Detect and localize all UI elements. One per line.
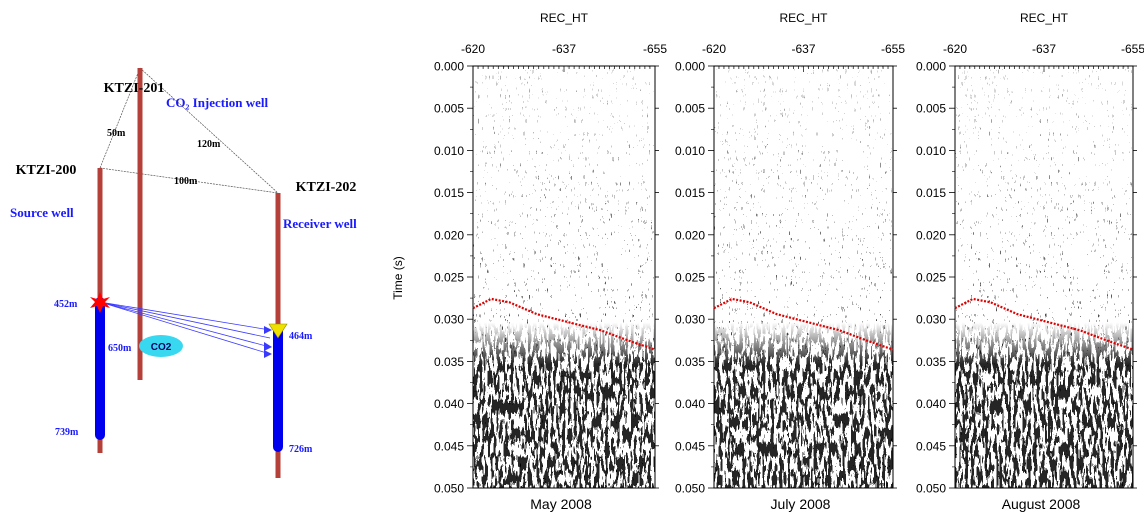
- first-arrival-pick: [472, 297, 656, 351]
- distance-line-201-202: [139, 67, 279, 194]
- y-tick-label: 0.020: [434, 228, 464, 242]
- y-tick-label: 0.025: [434, 271, 464, 285]
- y-tick-label: 0.030: [675, 313, 705, 327]
- y-tick-label: 0.040: [675, 397, 705, 411]
- y-tick-label: 0.005: [434, 102, 464, 116]
- seismic-panels: -620 -637 -655 REC_HT May 2008 0.000 0.005 0.01…: [434, 11, 1144, 512]
- well-name-ktzi-200: KTZI-200: [16, 163, 77, 178]
- y-tick-label: 0.015: [675, 186, 705, 200]
- y-tick-label: 0.035: [916, 355, 946, 369]
- first-arrival-pick: [954, 297, 1134, 351]
- seismic-strong-events: [714, 66, 893, 488]
- depth-label-739m: 739m: [55, 427, 79, 438]
- y-tick-label: 0.000: [916, 60, 946, 74]
- panel-date: August 2008: [1002, 496, 1081, 512]
- x-tick-label: -655: [881, 42, 905, 56]
- seismic-strong-events: [473, 66, 655, 488]
- y-tick-label: 0.020: [916, 228, 946, 242]
- y-tick-label: 0.015: [916, 186, 946, 200]
- y-tick-label: 0.025: [675, 271, 705, 285]
- distance-label-120m: 120m: [197, 139, 221, 150]
- y-tick-label: 0.035: [675, 355, 705, 369]
- y-tick-label: 0.035: [434, 355, 464, 369]
- y-tick-label: 0.040: [916, 397, 946, 411]
- x-tick-label: -620: [461, 42, 485, 56]
- well-role-injection: CO₂ Injection well: [166, 95, 268, 110]
- ray-paths: [99, 301, 271, 355]
- panel-date: May 2008: [530, 496, 592, 512]
- y-axis-label: Time (s): [391, 256, 405, 300]
- y-tick-label: 0.045: [434, 439, 464, 453]
- x-tick-label: -620: [702, 42, 726, 56]
- panel-title: REC_HT: [1020, 11, 1069, 25]
- y-tick-label: 0.045: [916, 439, 946, 453]
- seismic-panel: -620 -637 -655 REC_HT August 2008 0.000 0.005 0…: [916, 11, 1144, 512]
- well-role-receiver: Receiver well: [283, 216, 357, 231]
- distance-label-50m: 50m: [107, 128, 126, 139]
- x-tick-label: -637: [552, 42, 576, 56]
- y-tick-label: 0.015: [434, 186, 464, 200]
- y-tick-label: 0.045: [675, 439, 705, 453]
- y-tick-label: 0.010: [916, 144, 946, 158]
- y-tick-label: 0.030: [916, 313, 946, 327]
- co2-label: CO2: [151, 342, 172, 353]
- y-tick-label: 0.050: [675, 482, 705, 496]
- well-name-ktzi-202: KTZI-202: [296, 180, 357, 195]
- y-tick-label: 0.050: [434, 482, 464, 496]
- y-tick-label: 0.040: [434, 397, 464, 411]
- receiver-triangle-icon: [268, 323, 288, 339]
- y-tick-label: 0.020: [675, 228, 705, 242]
- depth-label-464m: 464m: [289, 331, 313, 342]
- y-tick-label: 0.010: [675, 144, 705, 158]
- source-star-icon: [90, 292, 110, 313]
- co2-plume: [139, 335, 183, 357]
- x-tick-label: -620: [943, 42, 967, 56]
- well-diagram: CO2 KTZI-201 KTZI-200 KTZI-202 CO₂ Injec…: [10, 67, 357, 478]
- ray-arrowhead: [264, 326, 272, 334]
- seismic-panel: -620 -637 -655 REC_HT July 2008 0.000 0.005 0.0…: [675, 11, 905, 512]
- ray-arrowhead: [264, 342, 272, 351]
- depth-label-726m: 726m: [289, 444, 313, 455]
- y-tick-label: 0.000: [434, 60, 464, 74]
- panel-date: July 2008: [771, 496, 831, 512]
- x-tick-label: -655: [1121, 42, 1144, 56]
- well-role-source: Source well: [10, 205, 74, 220]
- ray-arrowhead: [264, 350, 272, 358]
- panel-title: REC_HT: [779, 11, 828, 25]
- y-tick-label: 0.050: [916, 482, 946, 496]
- y-tick-label: 0.000: [675, 60, 705, 74]
- x-tick-label: -637: [791, 42, 815, 56]
- well-name-ktzi-201: KTZI-201: [104, 81, 165, 96]
- y-tick-label: 0.005: [675, 102, 705, 116]
- y-tick-label: 0.010: [434, 144, 464, 158]
- depth-label-452m: 452m: [54, 299, 78, 310]
- y-tick-label: 0.005: [916, 102, 946, 116]
- seismic-strong-events: [955, 66, 1133, 488]
- x-tick-label: -655: [643, 42, 667, 56]
- y-tick-label: 0.030: [434, 313, 464, 327]
- depth-label-650m: 650m: [108, 343, 132, 354]
- y-tick-label: 0.025: [916, 271, 946, 285]
- seismic-panel: -620 -637 -655 REC_HT May 2008 0.000 0.005 0.01…: [434, 11, 667, 512]
- panel-title: REC_HT: [540, 11, 589, 25]
- distance-label-100m: 100m: [174, 176, 198, 187]
- x-tick-label: -637: [1032, 42, 1056, 56]
